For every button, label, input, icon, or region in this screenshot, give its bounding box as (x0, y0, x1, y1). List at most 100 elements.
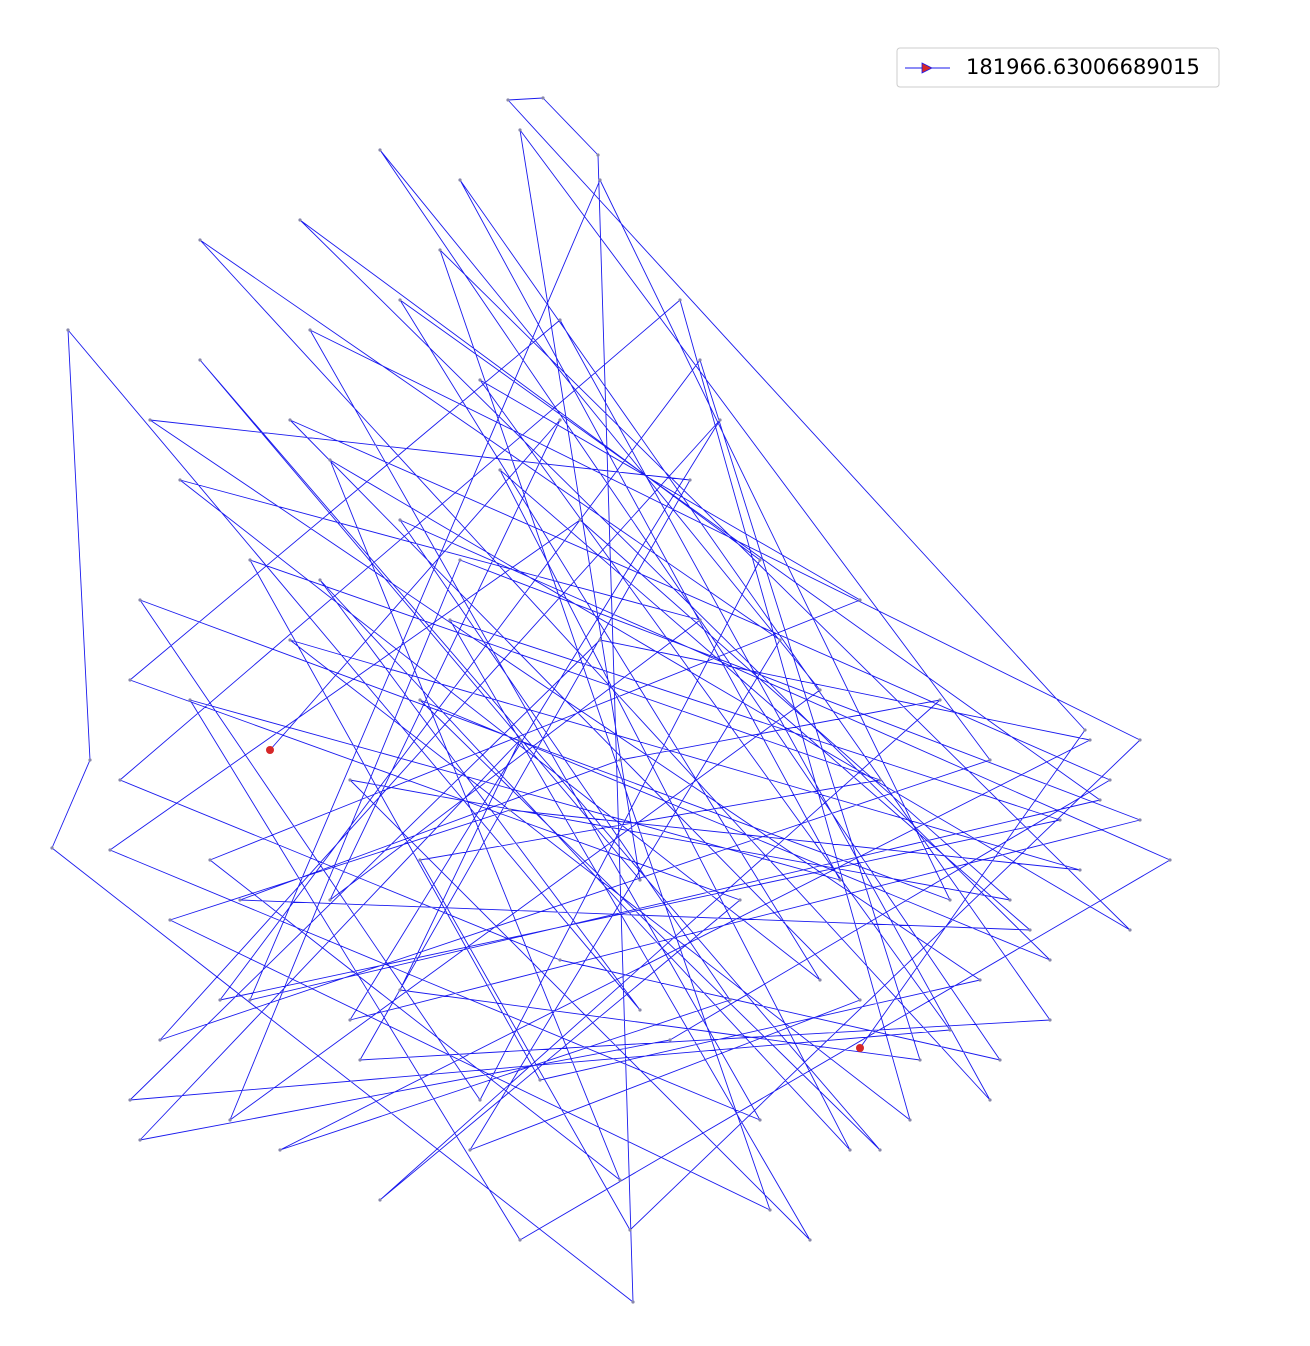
vertex (378, 148, 382, 152)
vertex (128, 678, 132, 682)
vertex (558, 958, 562, 962)
vertex (558, 418, 562, 422)
vertex (418, 698, 422, 702)
vertex (158, 1038, 162, 1042)
vertex (1048, 1018, 1052, 1022)
vertex (688, 478, 692, 482)
vertex (1078, 868, 1082, 872)
vertex (908, 1118, 912, 1122)
start-point (266, 746, 274, 754)
vertex (541, 96, 545, 100)
vertex (698, 618, 702, 622)
legend-marker (921, 62, 933, 74)
vertex (108, 848, 112, 852)
plot-area (50, 96, 1172, 1304)
vertex (198, 238, 202, 242)
vertex (318, 578, 322, 582)
vertex (188, 698, 192, 702)
vertex (218, 998, 222, 1002)
vertex (668, 1038, 672, 1042)
vertex (418, 858, 422, 862)
vertex (398, 518, 402, 522)
vertex (768, 1208, 772, 1212)
vertex (1128, 928, 1132, 932)
vertex (558, 318, 562, 322)
vertex (948, 898, 952, 902)
vertex (738, 898, 742, 902)
vertex (288, 418, 292, 422)
vertex (118, 778, 122, 782)
vertex (948, 1028, 952, 1032)
vertex (278, 1148, 282, 1152)
vertex (238, 898, 242, 902)
vertex (988, 1098, 992, 1102)
vertex (808, 1238, 812, 1242)
vertex (478, 1098, 482, 1102)
vertex (838, 878, 842, 882)
vertex (328, 458, 332, 462)
vertex (858, 598, 862, 602)
vertex (138, 1138, 142, 1142)
vertex (288, 638, 292, 642)
vertex (1028, 928, 1032, 932)
vertex (138, 598, 142, 602)
vertex (938, 698, 942, 702)
vertex (398, 988, 402, 992)
vertex (1108, 778, 1112, 782)
vertex (638, 1008, 642, 1012)
vertex (198, 358, 202, 362)
vertex (718, 418, 722, 422)
vertex (498, 468, 502, 472)
vertex (448, 618, 452, 622)
vertex (298, 218, 302, 222)
vertex (618, 1178, 622, 1182)
legend-label: 181966.63006689015 (966, 55, 1200, 79)
vertex (208, 858, 212, 862)
vertex (1048, 958, 1052, 962)
vertex (678, 298, 682, 302)
vertex (988, 758, 992, 762)
vertex (348, 778, 352, 782)
vertex (458, 558, 462, 562)
vertex (308, 328, 312, 332)
vertex (178, 478, 182, 482)
vertex (148, 418, 152, 422)
vertex (518, 128, 522, 132)
vertex (618, 758, 622, 762)
vertex (168, 918, 172, 922)
vertex (1008, 898, 1012, 902)
vertex (66, 328, 70, 332)
vertex (1168, 858, 1172, 862)
vertex (328, 898, 332, 902)
vertex (918, 1058, 922, 1062)
vertex (998, 1058, 1002, 1062)
vertex (848, 1148, 852, 1152)
vertex (698, 358, 702, 362)
vertex (818, 688, 822, 692)
vertex (128, 1098, 132, 1102)
vertex (88, 758, 92, 762)
vertex (398, 298, 402, 302)
vertex (1088, 738, 1092, 742)
vertex (538, 1078, 542, 1082)
vertex (728, 998, 732, 1002)
vertex (248, 558, 252, 562)
vertex (628, 1228, 632, 1232)
vertex (508, 808, 512, 812)
vertex (1138, 738, 1142, 742)
vertex (778, 638, 782, 642)
vertex (1098, 798, 1102, 802)
vertex (518, 1238, 522, 1242)
vertex (506, 98, 510, 102)
vertex (378, 1198, 382, 1202)
vertex (478, 378, 482, 382)
vertex (758, 1118, 762, 1122)
vertex (228, 1118, 232, 1122)
vertex (638, 878, 642, 882)
legend: 181966.63006689015 (896, 47, 1220, 88)
vertex (598, 638, 602, 642)
vertex (878, 1148, 882, 1152)
vertex (248, 998, 252, 1002)
